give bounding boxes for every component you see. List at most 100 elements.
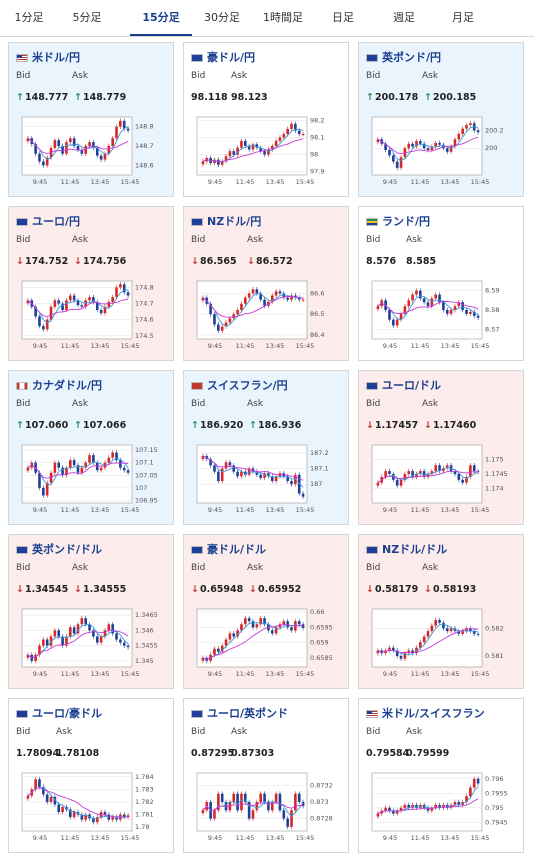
rate-card[interactable]: 英ポンド/円 Bid Ask ↑200.178 ↑200.185 200.2 200 9:45…: [358, 42, 524, 197]
candle: [430, 807, 434, 811]
pair-title[interactable]: 英ポンド/ドル: [16, 541, 102, 557]
rate-card[interactable]: 豪ドル/円 Bid Ask 98.118 98.123 98.2 98.1 98 97.9 9:4…: [183, 42, 349, 197]
au-us-flag-icon: [191, 546, 203, 554]
pair-title[interactable]: 米ドル/円: [16, 49, 80, 65]
candle: [126, 815, 130, 818]
candle: [438, 804, 441, 808]
y-tick-label: 0.582: [485, 624, 504, 632]
pair-title[interactable]: NZドル/円: [191, 213, 261, 229]
candle: [407, 650, 411, 654]
rate-card[interactable]: 豪ドル/ドル Bid Ask ↓0.65948 ↓0.65952 0.66 0.6595 0.…: [183, 534, 349, 689]
rate-card[interactable]: NZドル/ドル Bid Ask ↓0.58179 ↓0.58193 0.582 0.581 9…: [358, 534, 524, 689]
ask-value: ↓174.756: [74, 256, 126, 267]
candle: [72, 460, 76, 466]
rate-card[interactable]: ユーロ/英ポンド Bid Ask 0.87295 0.87303 0.8732 0.873 0…: [183, 698, 349, 853]
candle: [274, 476, 278, 482]
rate-card[interactable]: 米ドル/スイスフラン Bid Ask 0.79584 0.79599 0.796 0.795…: [358, 698, 524, 853]
candle: [434, 142, 438, 147]
pair-title[interactable]: ユーロ/英ポンド: [191, 705, 288, 721]
tab-2[interactable]: 15分足: [130, 0, 192, 36]
pair-title[interactable]: NZドル/ドル: [366, 541, 447, 557]
plot-area: [371, 608, 483, 668]
candle: [26, 795, 30, 799]
rate-card[interactable]: 英ポンド/ドル Bid Ask ↓1.34545 ↓1.34555 1.3465 1.346…: [8, 534, 174, 689]
pair-title[interactable]: 豪ドル/円: [191, 49, 255, 65]
tab-6[interactable]: 週足: [393, 11, 415, 24]
candle: [240, 471, 243, 477]
bid-label: Bid: [16, 727, 31, 737]
y-tick-label: 0.796: [485, 775, 504, 783]
pair-title[interactable]: ランド/円: [366, 213, 430, 229]
moving-average-slow: [377, 301, 479, 315]
rate-card[interactable]: ユーロ/円 Bid Ask ↓174.752 ↓174.756 174.8 174.7 174…: [8, 206, 174, 361]
candle: [243, 140, 247, 146]
tab-4[interactable]: 1時間足: [263, 11, 303, 24]
candle: [224, 802, 228, 811]
candle: [438, 142, 441, 145]
price-chart: 1.3465 1.346 1.3455 1.345 9:45 11:45 13:45 15:4…: [21, 608, 158, 678]
candle: [76, 300, 80, 306]
candle: [384, 807, 387, 811]
rate-card[interactable]: カナダドル/円 Bid Ask ↑107.060 ↑107.066 107.15 107.1…: [8, 370, 174, 525]
candle: [476, 130, 480, 133]
candle: [259, 147, 263, 152]
rate-card[interactable]: ユーロ/豪ドル Bid Ask 1.78094 1.78108 1.784 1.783 1.7…: [8, 698, 174, 853]
candle: [469, 123, 472, 126]
au-flag-icon: [191, 54, 203, 62]
y-tick-label: 1.781: [135, 811, 154, 819]
candle: [465, 125, 468, 129]
bid-value-text: 1.78094: [16, 748, 60, 759]
pair-title[interactable]: カナダドル/円: [16, 377, 102, 393]
pair-title[interactable]: ユーロ/円: [16, 213, 80, 229]
arrow-down-icon: ↓: [16, 256, 24, 267]
ask-value-text: 0.87303: [231, 748, 275, 759]
ask-label: Ask: [231, 71, 248, 81]
candle: [449, 465, 453, 472]
pair-title[interactable]: 豪ドル/ドル: [191, 541, 266, 557]
pair-title[interactable]: ユーロ/ドル: [366, 377, 441, 393]
candle: [399, 313, 403, 320]
x-tick-label: 15:45: [296, 506, 315, 514]
moving-average-fast: [27, 787, 129, 820]
pair-title[interactable]: ユーロ/豪ドル: [16, 705, 102, 721]
moving-average-slow: [202, 802, 304, 811]
x-tick-label: 11:45: [411, 670, 430, 678]
candle: [255, 624, 259, 628]
candle: [384, 650, 387, 654]
plot-area: [196, 444, 308, 504]
rate-card[interactable]: ユーロ/ドル Bid Ask ↓1.17457 ↓1.17460 1.175 1.1745 1…: [358, 370, 524, 525]
tab-0[interactable]: 1分足: [14, 11, 44, 24]
za-flag-icon: [366, 218, 378, 226]
rate-card[interactable]: NZドル/円 Bid Ask ↓86.565 ↓86.572 86.6 86.5 86.4 9:…: [183, 206, 349, 361]
arrow-up-icon: ↑: [16, 420, 24, 431]
rate-card[interactable]: 米ドル/円 Bid Ask ↑148.777 ↑148.779 148.8 148.7 148…: [8, 42, 174, 197]
price-chart: 1.175 1.1745 1.174 9:45 11:45 13:45 15:45: [371, 444, 508, 514]
tab-1[interactable]: 5分足: [72, 11, 102, 24]
moving-average-slow: [202, 295, 304, 318]
rate-card[interactable]: スイスフラン/円 Bid Ask ↑186.920 ↑186.936 187.2 187.1…: [183, 370, 349, 525]
price-chart: 174.8 174.7 174.6 174.5 9:45 11:45 13:45 15:45: [21, 280, 154, 350]
pair-title[interactable]: スイスフラン/円: [191, 377, 288, 393]
tab-7[interactable]: 月足: [452, 11, 474, 24]
candle: [294, 123, 297, 131]
x-tick-label: 13:45: [266, 342, 285, 350]
price-chart: 0.796 0.7955 0.795 0.7945 9:45 11:45 13:45 15:4…: [371, 772, 508, 842]
arrow-down-icon: ↓: [366, 420, 374, 431]
candle: [111, 297, 114, 302]
tab-3[interactable]: 30分足: [204, 11, 240, 24]
candle: [274, 291, 278, 296]
candle: [92, 142, 95, 148]
tab-5[interactable]: 日足: [332, 11, 354, 24]
x-tick-label: 13:45: [266, 506, 285, 514]
candle: [201, 455, 205, 459]
pair-title[interactable]: 英ポンド/円: [366, 49, 441, 65]
candle: [449, 628, 453, 632]
candle: [115, 452, 118, 461]
candle: [57, 140, 61, 146]
rate-card[interactable]: ランド/円 Bid Ask 8.576 8.585 8.59 8.58 8.57 9:45 11:…: [358, 206, 524, 361]
x-tick-label: 11:45: [61, 506, 80, 514]
candle: [243, 793, 247, 802]
candle: [392, 155, 395, 162]
bid-value: ↑107.060: [16, 420, 68, 431]
pair-title[interactable]: 米ドル/スイスフラン: [366, 705, 485, 721]
